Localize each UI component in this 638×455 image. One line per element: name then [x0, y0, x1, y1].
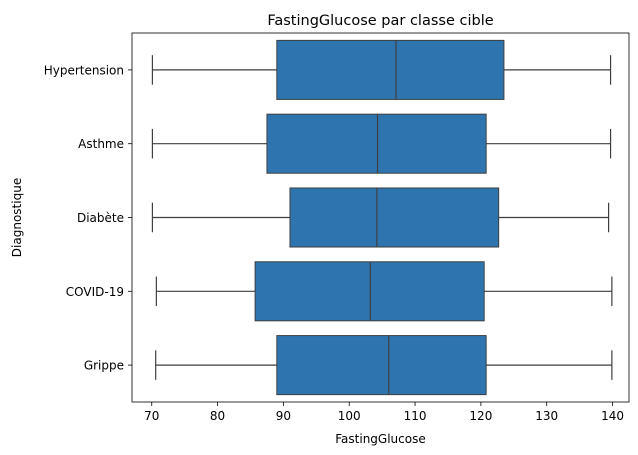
- y-tick-label: Asthme: [78, 137, 124, 151]
- y-tick-label: Diabète: [77, 211, 124, 225]
- x-tick-label: 90: [276, 409, 291, 423]
- x-tick-label: 70: [144, 409, 159, 423]
- box-iqr: [289, 187, 500, 248]
- chart-title: FastingGlucose par classe cible: [267, 13, 493, 29]
- x-tick-label: 110: [404, 409, 427, 423]
- x-axis: 70 80 90 100 110 120 130 140: [144, 402, 624, 423]
- x-tick-label: 120: [469, 409, 492, 423]
- box-grippe: [155, 335, 613, 396]
- box-asthme: [151, 113, 612, 174]
- x-tick-label: 140: [601, 409, 624, 423]
- y-tick-label: Hypertension: [44, 63, 124, 77]
- y-tick-label: Grippe: [84, 359, 124, 373]
- x-tick-label: 100: [338, 409, 361, 423]
- y-axis-title: Diagnostique: [10, 178, 24, 257]
- box-iqr: [276, 39, 505, 100]
- box-diab-te: [151, 187, 610, 248]
- box-iqr: [254, 261, 485, 322]
- y-axis: Hypertension Asthme Diabète COVID-19 Grippe: [44, 63, 132, 373]
- plot-area: [131, 32, 630, 403]
- y-tick-label: COVID-19: [66, 285, 124, 299]
- x-tick-label: 80: [210, 409, 225, 423]
- box-iqr: [266, 113, 487, 174]
- box-covid-19: [155, 261, 613, 322]
- box-hypertension: [151, 39, 612, 100]
- box-iqr: [276, 335, 487, 396]
- x-axis-title: FastingGlucose: [335, 432, 425, 446]
- x-tick-label: 130: [535, 409, 558, 423]
